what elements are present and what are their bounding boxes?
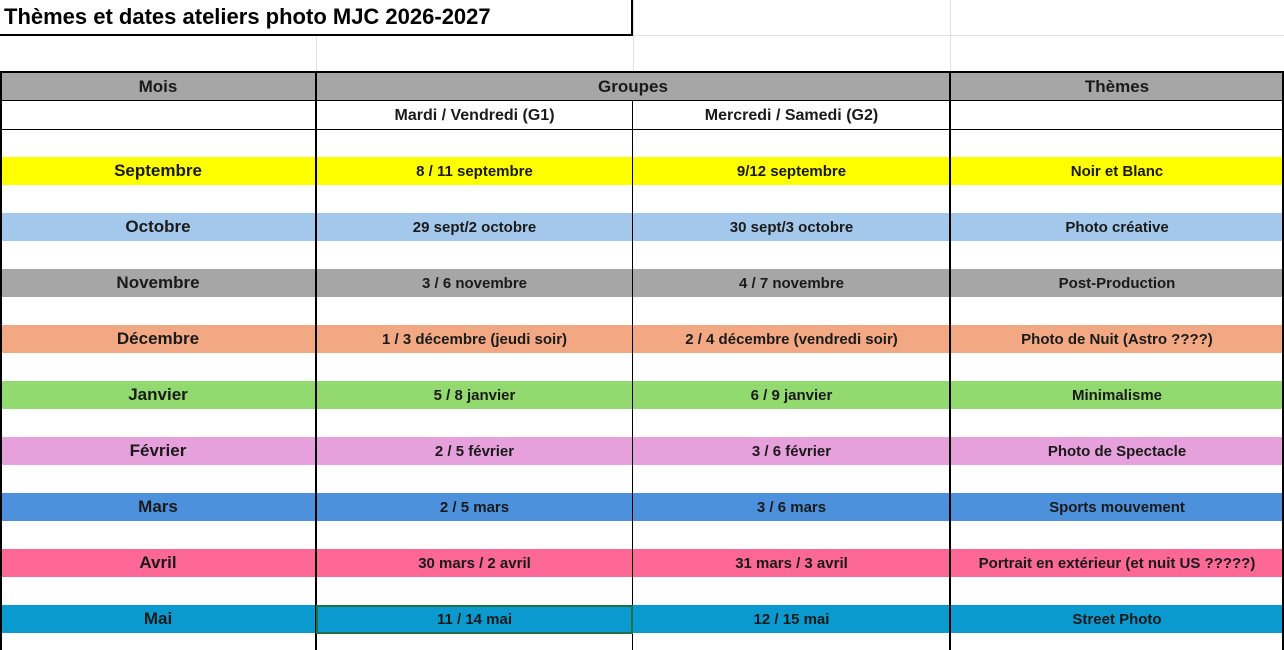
month-cell[interactable]: Décembre bbox=[0, 325, 316, 353]
date-cell[interactable]: 1 / 3 décembre (jeudi soir) bbox=[316, 325, 633, 353]
border-line bbox=[0, 100, 1284, 101]
month-cell[interactable]: Novembre bbox=[0, 269, 316, 297]
border-line bbox=[0, 72, 2, 650]
header-cell: Mois bbox=[0, 72, 316, 101]
date-cell[interactable]: 6 / 9 janvier bbox=[633, 381, 950, 409]
theme-cell[interactable]: Street Photo bbox=[950, 605, 1284, 633]
border-line bbox=[949, 72, 951, 650]
date-cell[interactable]: 30 mars / 2 avril bbox=[316, 549, 633, 577]
sheet-title: Thèmes et dates ateliers photo MJC 2026-… bbox=[0, 0, 633, 36]
date-cell[interactable]: 2 / 4 décembre (vendredi soir) bbox=[633, 325, 950, 353]
month-cell[interactable]: Mai bbox=[0, 605, 316, 633]
subheader-cell: Mardi / Vendredi (G1) bbox=[394, 106, 555, 124]
month-cell[interactable]: Octobre bbox=[0, 213, 316, 241]
month-cell[interactable]: Mars bbox=[0, 493, 316, 521]
date-cell[interactable]: 3 / 6 février bbox=[633, 437, 950, 465]
border-line bbox=[315, 72, 317, 650]
theme-cell[interactable]: Photo de Nuit (Astro ????) bbox=[950, 325, 1284, 353]
theme-cell[interactable]: Photo de Spectacle bbox=[950, 437, 1284, 465]
date-cell[interactable]: 12 / 15 mai bbox=[633, 605, 950, 633]
grid-line bbox=[633, 0, 634, 72]
date-cell[interactable]: 2 / 5 février bbox=[316, 437, 633, 465]
date-cell[interactable]: 30 sept/3 octobre bbox=[633, 213, 950, 241]
grid-line bbox=[633, 35, 1284, 36]
border-line bbox=[0, 71, 1284, 73]
header-cell: Groupes bbox=[316, 72, 950, 101]
theme-cell[interactable]: Minimalisme bbox=[950, 381, 1284, 409]
border-line bbox=[0, 129, 1284, 130]
theme-cell[interactable]: Photo créative bbox=[950, 213, 1284, 241]
header-cell: Thèmes bbox=[950, 72, 1284, 101]
date-cell[interactable]: 29 sept/2 octobre bbox=[316, 213, 633, 241]
date-cell[interactable]: 3 / 6 mars bbox=[633, 493, 950, 521]
month-cell[interactable]: Septembre bbox=[0, 157, 316, 185]
month-cell[interactable]: Avril bbox=[0, 549, 316, 577]
date-cell[interactable]: 11 / 14 mai bbox=[316, 605, 633, 633]
month-cell[interactable]: Février bbox=[0, 437, 316, 465]
date-cell[interactable]: 5 / 8 janvier bbox=[316, 381, 633, 409]
selection[interactable] bbox=[316, 605, 633, 634]
theme-cell[interactable]: Sports mouvement bbox=[950, 493, 1284, 521]
date-cell[interactable]: 31 mars / 3 avril bbox=[633, 549, 950, 577]
month-cell[interactable]: Janvier bbox=[0, 381, 316, 409]
theme-cell[interactable]: Noir et Blanc bbox=[950, 157, 1284, 185]
date-cell[interactable]: 4 / 7 novembre bbox=[633, 269, 950, 297]
border-line bbox=[632, 101, 633, 650]
date-cell[interactable]: 3 / 6 novembre bbox=[316, 269, 633, 297]
date-cell[interactable]: 9/12 septembre bbox=[633, 157, 950, 185]
theme-cell[interactable]: Post-Production bbox=[950, 269, 1284, 297]
border-line bbox=[1282, 72, 1284, 650]
date-cell[interactable]: 8 / 11 septembre bbox=[316, 157, 633, 185]
grid-line bbox=[950, 0, 951, 72]
theme-cell[interactable]: Portrait en extérieur (et nuit US ?????) bbox=[950, 549, 1284, 577]
date-cell[interactable]: 2 / 5 mars bbox=[316, 493, 633, 521]
subheader-cell: Mercredi / Samedi (G2) bbox=[704, 106, 879, 124]
grid-line bbox=[316, 36, 317, 72]
